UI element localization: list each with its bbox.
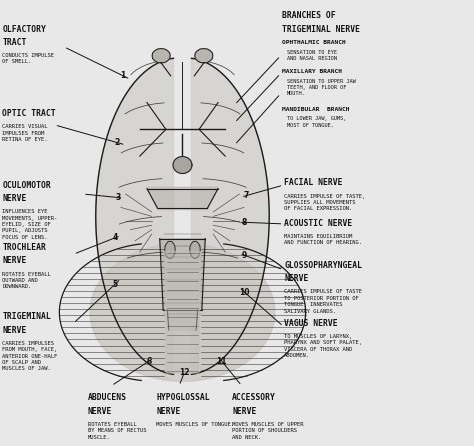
Text: CARRIES IMPULSES
FROM MOUTH, FACE,
ANTERIOR ONE-HALF
OF SCALP AND
MUSCLES OF JAW: CARRIES IMPULSES FROM MOUTH, FACE, ANTER… xyxy=(2,341,58,372)
Text: MAINTAINS EQUILIBRIUM
AND FUNCTION OF HEARING.: MAINTAINS EQUILIBRIUM AND FUNCTION OF HE… xyxy=(284,234,363,245)
Text: ROTATES EYEBALL
BY MEANS OF RECTUS
MUSCLE.: ROTATES EYEBALL BY MEANS OF RECTUS MUSCL… xyxy=(88,422,146,440)
Polygon shape xyxy=(164,252,201,373)
Text: NERVE: NERVE xyxy=(88,407,112,416)
Text: TO MUSCLES OF LARYNX,
PHARYNX AND SOFT PALATE,
VISCERA OF THORAX AND
ABDOMEN.: TO MUSCLES OF LARYNX, PHARYNX AND SOFT P… xyxy=(284,334,363,358)
Polygon shape xyxy=(191,58,269,374)
Text: ACCESSORY: ACCESSORY xyxy=(232,393,276,402)
Text: SENSATION TO UPPER JAW
TEETH, AND FLOOR OF
MOUTH.: SENSATION TO UPPER JAW TEETH, AND FLOOR … xyxy=(287,79,356,96)
Text: NERVE: NERVE xyxy=(2,326,27,334)
Text: VAGUS NERVE: VAGUS NERVE xyxy=(284,319,338,328)
Text: 7: 7 xyxy=(243,191,248,200)
Polygon shape xyxy=(160,239,205,310)
Text: MAXILLARY BRANCH: MAXILLARY BRANCH xyxy=(282,69,342,74)
Text: HYPOGLOSSAL: HYPOGLOSSAL xyxy=(156,393,210,402)
Text: 11: 11 xyxy=(217,356,227,366)
Text: OLFACTORY: OLFACTORY xyxy=(2,25,46,33)
Ellipse shape xyxy=(173,157,192,173)
Text: ROTATES EYEBALL
OUTWARD AND
DOWNWARD.: ROTATES EYEBALL OUTWARD AND DOWNWARD. xyxy=(2,272,51,289)
Text: 4: 4 xyxy=(112,233,118,242)
Text: MOVES MUSCLES OF TONGUE.: MOVES MUSCLES OF TONGUE. xyxy=(156,422,235,427)
Text: NERVE: NERVE xyxy=(284,274,309,283)
Text: CARRIES VISUAL
IMPULSES FROM
RETINA OF EYE.: CARRIES VISUAL IMPULSES FROM RETINA OF E… xyxy=(2,124,48,142)
Text: TROCHLEAR: TROCHLEAR xyxy=(2,243,46,252)
Text: 3: 3 xyxy=(116,193,121,202)
Text: TRACT: TRACT xyxy=(2,38,27,47)
Text: NERVE: NERVE xyxy=(2,256,27,265)
Text: OCULOMOTOR: OCULOMOTOR xyxy=(2,181,51,190)
Text: SENSATION TO EYE
AND NASAL REGION: SENSATION TO EYE AND NASAL REGION xyxy=(287,50,337,61)
Text: GLOSSOPHARYNGEAL: GLOSSOPHARYNGEAL xyxy=(284,261,363,270)
Text: INFLUENCES EYE
MOVEMENTS, UPPER-
EYELID, SIZE OF
PUPIL, ADJUSTS
FOCUS OF LENS.: INFLUENCES EYE MOVEMENTS, UPPER- EYELID,… xyxy=(2,209,58,240)
Text: 1: 1 xyxy=(120,71,125,80)
Text: TRIGEMINAL NERVE: TRIGEMINAL NERVE xyxy=(282,25,360,33)
Text: BRANCHES OF: BRANCHES OF xyxy=(282,11,336,20)
Text: TO LOWER JAW, GUMS,
MOST OF TONGUE.: TO LOWER JAW, GUMS, MOST OF TONGUE. xyxy=(287,116,346,128)
Text: 6: 6 xyxy=(146,356,152,366)
Text: NERVE: NERVE xyxy=(2,194,27,203)
Text: NERVE: NERVE xyxy=(232,407,256,416)
Text: ACOUSTIC NERVE: ACOUSTIC NERVE xyxy=(284,219,353,227)
Ellipse shape xyxy=(190,241,200,258)
Text: MOVES MUSCLES OF UPPER
PORTION OF SHOULDERS
AND NECK.: MOVES MUSCLES OF UPPER PORTION OF SHOULD… xyxy=(232,422,304,440)
Text: 8: 8 xyxy=(242,218,247,227)
Text: MANDIBULAR  BRANCH: MANDIBULAR BRANCH xyxy=(282,107,349,112)
Text: CONDUCTS IMPULSE
OF SMELL.: CONDUCTS IMPULSE OF SMELL. xyxy=(2,53,55,65)
Text: TRIGEMINAL: TRIGEMINAL xyxy=(2,312,51,321)
Text: CARRIES IMPULSE OF TASTE
TO POSTERIOR PORTION OF
TONGUE, INNERVATES
SALIVARY GLA: CARRIES IMPULSE OF TASTE TO POSTERIOR PO… xyxy=(284,289,363,314)
Ellipse shape xyxy=(165,241,175,258)
Text: ABDUCENS: ABDUCENS xyxy=(88,393,127,402)
Text: 9: 9 xyxy=(242,251,247,260)
Text: OPHTHALMIC BRANCH: OPHTHALMIC BRANCH xyxy=(282,40,346,45)
Text: CARRIES IMPULSE OF TASTE,
SUPPLIES ALL MOVEMENTS
OF FACIAL EXPRESSION.: CARRIES IMPULSE OF TASTE, SUPPLIES ALL M… xyxy=(284,194,365,211)
Text: 2: 2 xyxy=(114,138,120,147)
Text: OPTIC TRACT: OPTIC TRACT xyxy=(2,109,56,118)
Polygon shape xyxy=(96,58,173,374)
Ellipse shape xyxy=(195,49,213,63)
Text: NERVE: NERVE xyxy=(156,407,181,416)
Text: FACIAL NERVE: FACIAL NERVE xyxy=(284,178,343,187)
Ellipse shape xyxy=(152,49,170,63)
Polygon shape xyxy=(147,187,218,210)
Polygon shape xyxy=(167,310,198,330)
Polygon shape xyxy=(90,243,275,381)
Text: 12: 12 xyxy=(179,368,190,377)
Text: 10: 10 xyxy=(239,288,250,297)
Text: 5: 5 xyxy=(113,280,118,289)
